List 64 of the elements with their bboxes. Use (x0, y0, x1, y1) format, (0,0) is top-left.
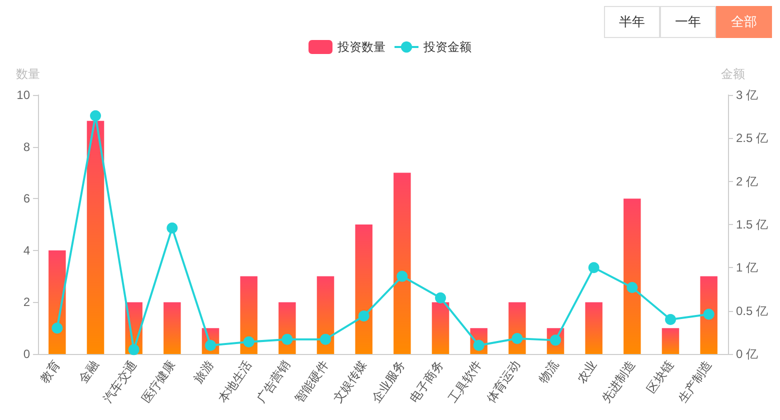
x-tick-label: 体育运动 (484, 358, 523, 406)
point (396, 270, 408, 282)
y-tick-label: 4 (23, 243, 30, 258)
bar (700, 276, 718, 354)
point (512, 332, 523, 344)
bar (316, 276, 334, 354)
bar (585, 302, 602, 354)
point (665, 314, 676, 325)
x-tick-label: 医疗健康 (138, 358, 178, 406)
point (320, 334, 331, 345)
bar (624, 198, 641, 354)
point (282, 334, 293, 345)
bar (394, 172, 411, 354)
bar (432, 302, 450, 354)
y-tick-label: 10 (16, 88, 30, 102)
y2-tick-label: 3 亿 (736, 88, 758, 102)
bar (240, 276, 258, 354)
x-tick-label: 区块链 (644, 358, 676, 396)
y2-tick-label: 0 亿 (736, 347, 758, 361)
bar (164, 302, 181, 354)
y2-axis-title: 金额 (721, 67, 745, 81)
text: 全部 (716, 6, 772, 38)
x-tick-label: 农业 (574, 358, 600, 386)
legend-label: 投资数量 (336, 40, 386, 54)
x-tick-label: 广告营销 (254, 358, 293, 406)
y2-tick-label: 2 亿 (736, 174, 758, 188)
x-tick-label: 电子商务 (407, 358, 446, 406)
bar (355, 224, 372, 354)
x-tick-label: 生产制造 (676, 358, 715, 406)
y-tick-label: 0 (23, 347, 30, 361)
y-tick-label: 8 (23, 140, 30, 154)
text: 半年 (604, 6, 660, 38)
x-tick-label: 汽车交通 (100, 358, 140, 406)
x-tick-label: 物流 (536, 358, 562, 386)
x-tick-label: 教育 (38, 358, 63, 386)
point (703, 308, 714, 320)
y-tick-label: 2 (23, 295, 30, 310)
y-axis-title: 数量 (16, 67, 40, 81)
x-tick-label: 企业服务 (368, 358, 408, 406)
y-tick-label: 6 (23, 192, 30, 206)
point (243, 336, 254, 348)
y2-tick-label: 1 亿 (736, 260, 758, 275)
x-tick-label: 本地生活 (216, 358, 255, 406)
x-tick-label: 旅游 (190, 358, 216, 386)
legend-label: 投资金额 (422, 40, 472, 54)
text: 一年 (660, 6, 716, 38)
y2-tick-label: 0.5 亿 (736, 304, 768, 318)
y2-tick-label: 1.5 亿 (736, 218, 768, 232)
y2-tick-label: 2.5 亿 (736, 131, 768, 146)
x-tick-label: 文娱传媒 (330, 358, 370, 406)
bar (86, 120, 104, 354)
x-tick-label: 智能硬件 (292, 358, 332, 406)
point (52, 322, 63, 334)
x-tick-label: 工具软件 (446, 358, 485, 406)
point (90, 110, 101, 122)
point (435, 292, 446, 304)
point (626, 282, 638, 294)
point (358, 310, 370, 322)
x-tick-label: 先进制造 (598, 358, 638, 406)
x-tick-label: 金融 (76, 358, 102, 386)
point (588, 262, 600, 274)
point (166, 222, 178, 234)
point (128, 344, 140, 356)
bar (662, 328, 680, 354)
